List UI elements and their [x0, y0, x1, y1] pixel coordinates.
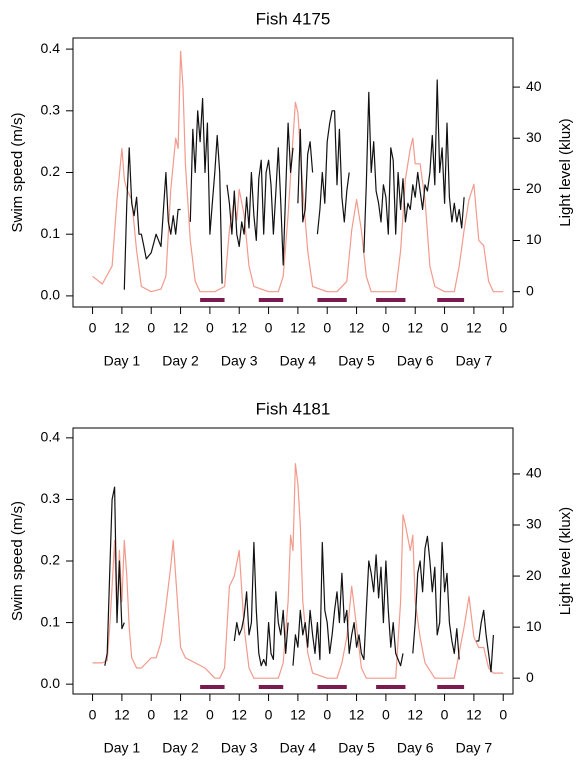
night-bar [376, 685, 406, 689]
y-axis-label: Swim speed (m/s) [9, 112, 26, 232]
x-tick-label: 0 [441, 707, 449, 723]
night-bar [200, 298, 225, 302]
night-bar [437, 298, 465, 302]
x-tick-label: 12 [173, 320, 189, 336]
x-tick-label: 12 [114, 707, 130, 723]
x-tick-label: 12 [349, 707, 365, 723]
y-tick-label: 0.1 [41, 225, 61, 241]
night-bar [317, 298, 347, 302]
y-tick-label: 0.2 [41, 163, 61, 179]
light-line [92, 463, 504, 679]
day-label: Day 5 [338, 353, 375, 369]
y-tick-label: 0.0 [41, 675, 61, 691]
x-tick-label: 0 [441, 320, 449, 336]
y2-tick-label: 0 [526, 282, 534, 298]
y2-axis-label: Light level (klux) [557, 507, 574, 615]
x-tick-label: 12 [290, 320, 306, 336]
y2-axis-label: Light level (klux) [557, 118, 574, 226]
night-bar [437, 685, 465, 689]
x-tick-label: 0 [265, 707, 273, 723]
day-label: Day 1 [104, 740, 141, 756]
y2-tick-label: 20 [526, 567, 542, 583]
day-label: Day 1 [104, 353, 141, 369]
y-tick-label: 0.1 [41, 613, 61, 629]
x-tick-label: 12 [173, 707, 189, 723]
day-label: Day 2 [162, 353, 199, 369]
day-label: Day 2 [162, 740, 199, 756]
y-tick-label: 0.3 [41, 490, 61, 506]
x-tick-label: 0 [499, 320, 507, 336]
x-tick-label: 0 [206, 320, 214, 336]
y-tick-label: 0.0 [41, 287, 61, 303]
light-line [92, 50, 504, 293]
x-tick-label: 12 [466, 707, 482, 723]
x-tick-label: 12 [114, 320, 130, 336]
x-tick-label: 12 [349, 320, 365, 336]
x-tick-label: 0 [499, 707, 507, 723]
night-bar [258, 685, 284, 689]
night-bar [258, 298, 284, 302]
x-tick-label: 0 [323, 707, 331, 723]
y2-tick-label: 0 [526, 669, 534, 685]
x-tick-label: 0 [89, 320, 97, 336]
x-tick-label: 0 [147, 320, 155, 336]
day-label: Day 6 [397, 353, 434, 369]
speed-line [104, 486, 494, 673]
y-tick-label: 0.4 [41, 429, 61, 445]
speed-line [123, 79, 465, 290]
y-tick-label: 0.2 [41, 552, 61, 568]
y2-tick-label: 30 [526, 516, 542, 532]
day-label: Day 7 [456, 353, 493, 369]
y-axis-label: Swim speed (m/s) [9, 501, 26, 621]
x-tick-label: 0 [89, 707, 97, 723]
x-tick-label: 12 [407, 320, 423, 336]
x-tick-label: 0 [265, 320, 273, 336]
night-bar [200, 685, 225, 689]
x-tick-label: 12 [231, 707, 247, 723]
y2-tick-label: 20 [526, 180, 542, 196]
x-tick-label: 0 [382, 320, 390, 336]
day-label: Day 7 [456, 740, 493, 756]
x-tick-label: 0 [323, 320, 331, 336]
panel-title: Fish 4181 [256, 399, 331, 418]
day-label: Day 4 [280, 353, 317, 369]
y-tick-label: 0.3 [41, 102, 61, 118]
x-tick-label: 12 [466, 320, 482, 336]
y2-tick-label: 10 [526, 618, 542, 634]
x-tick-label: 0 [147, 707, 155, 723]
day-label: Day 5 [338, 740, 375, 756]
x-tick-label: 12 [231, 320, 247, 336]
y-tick-label: 0.4 [41, 40, 61, 56]
x-tick-label: 12 [290, 707, 306, 723]
panel-title: Fish 4175 [256, 9, 331, 28]
day-label: Day 3 [221, 353, 258, 369]
day-label: Day 3 [221, 740, 258, 756]
y2-tick-label: 10 [526, 231, 542, 247]
x-tick-label: 0 [382, 707, 390, 723]
day-label: Day 6 [397, 740, 434, 756]
plot-frame [72, 427, 514, 695]
night-bar [376, 298, 406, 302]
y2-tick-label: 40 [526, 465, 542, 481]
day-label: Day 4 [280, 740, 317, 756]
y2-tick-label: 40 [526, 78, 542, 94]
night-bar [317, 685, 347, 689]
x-tick-label: 0 [206, 707, 214, 723]
y2-tick-label: 30 [526, 129, 542, 145]
x-tick-label: 12 [407, 707, 423, 723]
